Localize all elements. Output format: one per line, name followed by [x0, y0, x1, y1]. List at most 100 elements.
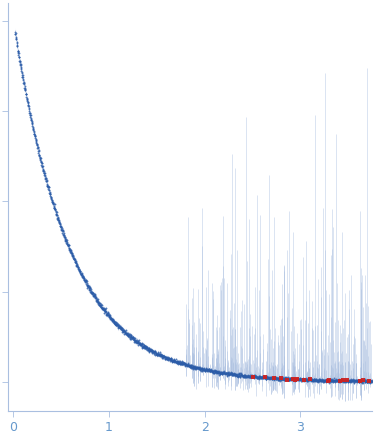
Point [191, 364, 197, 371]
Point [93, 296, 99, 303]
Point [83, 279, 89, 286]
Point [346, 377, 352, 384]
Point [34, 143, 40, 150]
Point [330, 377, 336, 384]
Point [285, 374, 291, 381]
Point [337, 377, 343, 384]
Point [311, 376, 317, 383]
Point [278, 376, 284, 383]
Point [331, 375, 337, 382]
Point [249, 373, 255, 380]
Point [294, 376, 300, 383]
Point [65, 242, 71, 249]
Point [252, 372, 258, 379]
Point [274, 375, 280, 382]
Point [171, 358, 177, 365]
Point [353, 377, 359, 384]
Point [210, 368, 216, 375]
Point [61, 231, 67, 238]
Point [336, 377, 342, 384]
Point [170, 357, 176, 364]
Point [151, 350, 157, 357]
Point [192, 364, 198, 371]
Point [236, 371, 242, 378]
Point [75, 264, 81, 271]
Point [282, 376, 288, 383]
Point [24, 99, 30, 106]
Point [328, 378, 334, 385]
Point [182, 361, 188, 368]
Point [354, 377, 360, 384]
Point [144, 346, 150, 353]
Point [249, 373, 255, 380]
Point [286, 375, 292, 382]
Point [286, 376, 292, 383]
Point [271, 375, 277, 382]
Point [182, 360, 188, 367]
Point [261, 374, 267, 381]
Point [202, 365, 208, 372]
Point [232, 372, 238, 379]
Point [216, 368, 222, 375]
Point [289, 375, 295, 382]
Point [32, 132, 38, 139]
Point [316, 377, 322, 384]
Point [203, 365, 209, 372]
Point [348, 378, 354, 385]
Point [333, 376, 339, 383]
Point [273, 374, 279, 381]
Point [284, 375, 290, 382]
Point [60, 228, 66, 235]
Point [226, 371, 232, 378]
Point [90, 293, 96, 300]
Point [47, 190, 53, 197]
Point [45, 183, 51, 190]
Point [158, 351, 164, 358]
Point [244, 372, 250, 379]
Point [268, 375, 274, 382]
Point [347, 377, 353, 384]
Point [104, 311, 110, 318]
Point [227, 370, 233, 377]
Point [347, 377, 353, 384]
Point [52, 205, 58, 212]
Point [48, 194, 54, 201]
Point [339, 377, 345, 384]
Point [158, 352, 164, 359]
Point [318, 377, 324, 384]
Point [27, 114, 33, 121]
Point [74, 262, 80, 269]
Point [333, 376, 339, 383]
Point [345, 378, 351, 385]
Point [104, 309, 110, 316]
Point [228, 369, 234, 376]
Point [215, 369, 221, 376]
Point [177, 360, 183, 367]
Point [32, 132, 38, 139]
Point [27, 112, 33, 119]
Point [301, 375, 307, 382]
Point [352, 377, 358, 384]
Point [179, 361, 185, 368]
Point [34, 142, 40, 149]
Point [325, 377, 331, 384]
Point [153, 349, 159, 356]
Point [367, 377, 373, 384]
Point [36, 151, 42, 158]
Point [125, 332, 131, 339]
Point [167, 355, 173, 362]
Point [200, 367, 206, 374]
Point [167, 355, 173, 362]
Point [87, 287, 93, 294]
Point [57, 219, 63, 226]
Point [210, 368, 216, 375]
Point [147, 344, 153, 351]
Point [72, 257, 78, 264]
Point [74, 263, 80, 270]
Point [20, 76, 26, 83]
Point [303, 377, 309, 384]
Point [108, 315, 114, 322]
Point [86, 284, 92, 291]
Point [362, 378, 368, 385]
Point [25, 100, 31, 107]
